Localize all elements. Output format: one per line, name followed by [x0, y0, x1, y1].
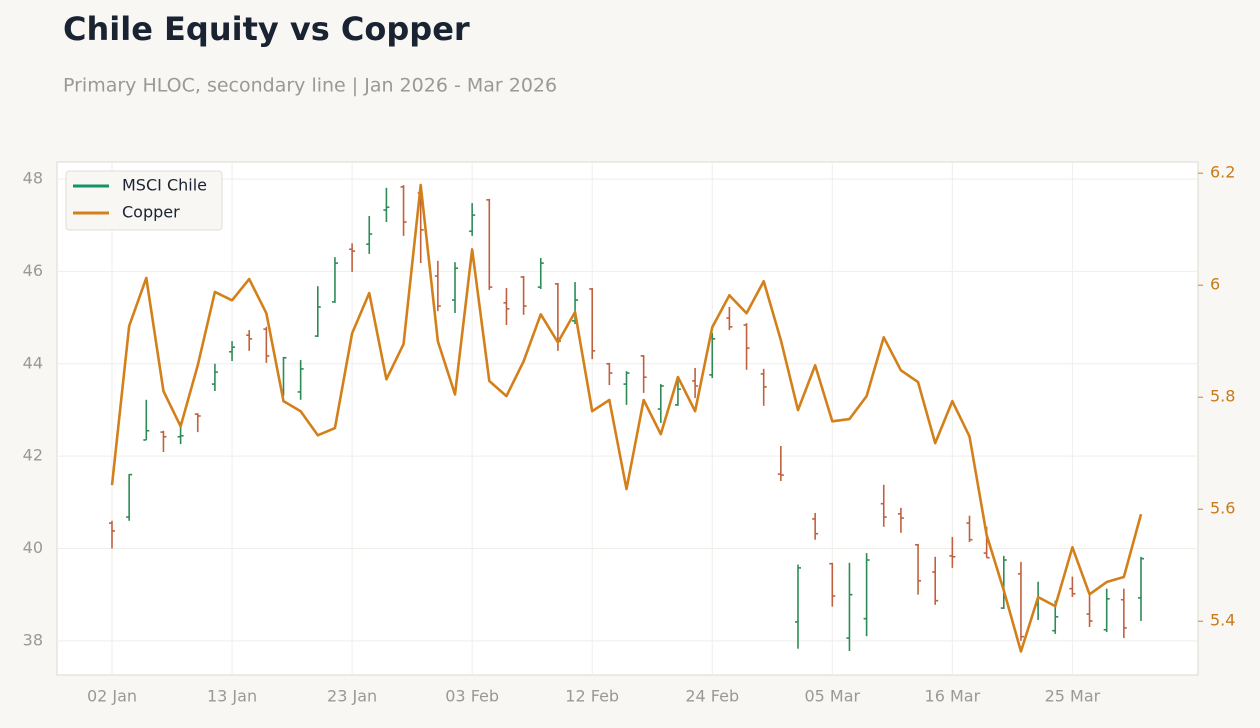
x-tick-label: 13 Jan — [207, 687, 257, 706]
x-tick-label: 05 Mar — [804, 687, 860, 706]
y2-tick-label: 6 — [1210, 275, 1220, 294]
y-tick-label: 38 — [23, 630, 43, 649]
x-tick-label: 16 Mar — [925, 687, 981, 706]
legend-label: MSCI Chile — [122, 176, 207, 195]
x-tick-label: 24 Feb — [685, 687, 739, 706]
legend-label: Copper — [122, 203, 180, 222]
y2-tick-label: 5.6 — [1210, 499, 1235, 518]
y2-tick-label: 6.2 — [1210, 163, 1235, 182]
y-tick-label: 46 — [23, 261, 43, 280]
chart-subtitle: Primary HLOC, secondary line | Jan 2026 … — [63, 75, 557, 97]
x-tick-label: 03 Feb — [445, 687, 499, 706]
x-tick-label: 12 Feb — [565, 687, 619, 706]
plot-area — [56, 161, 1199, 676]
y-tick-label: 42 — [23, 446, 43, 465]
x-tick-label: 02 Jan — [87, 687, 137, 706]
x-tick-label: 25 Mar — [1045, 687, 1101, 706]
y-tick-label: 48 — [23, 169, 43, 188]
y2-tick-label: 5.8 — [1210, 387, 1235, 406]
x-tick-label: 23 Jan — [327, 687, 377, 706]
y-tick-label: 44 — [23, 353, 43, 372]
line-series — [110, 183, 1143, 653]
chart-title: Chile Equity vs Copper — [63, 10, 470, 48]
y-tick-label: 40 — [23, 538, 43, 557]
y2-tick-label: 5.4 — [1210, 611, 1235, 630]
